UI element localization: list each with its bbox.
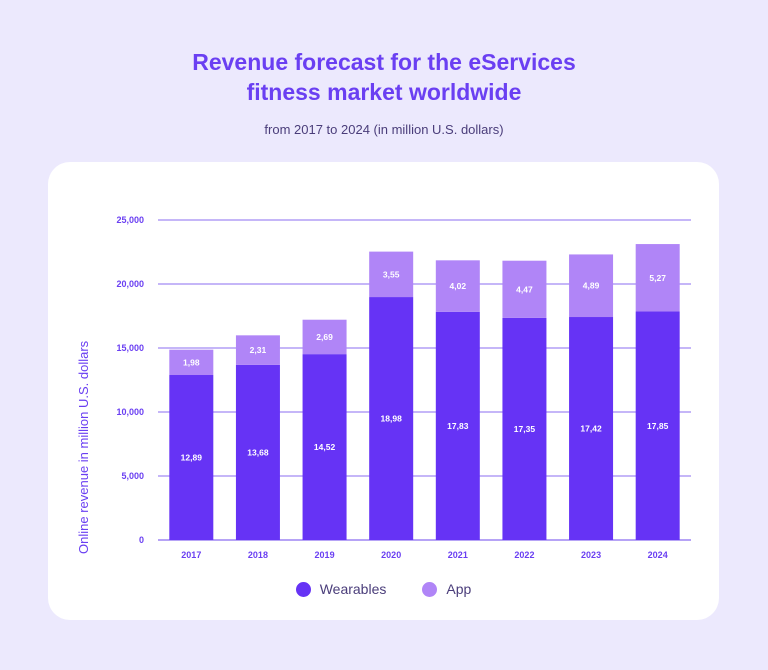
chart-subtitle: from 2017 to 2024 (in million U.S. dolla… <box>264 122 504 137</box>
x-tick-label: 2017 <box>181 550 201 560</box>
data-label-wearables: 13,68 <box>247 447 269 457</box>
data-label-wearables: 17,42 <box>580 424 602 434</box>
bar-app <box>502 260 547 318</box>
x-tick-label: 2019 <box>315 550 335 560</box>
x-tick-label: 2024 <box>648 550 668 560</box>
y-tick-label: 20,000 <box>116 279 144 289</box>
y-tick-label: 15,000 <box>116 343 144 353</box>
bar-wearables <box>369 297 414 540</box>
bar-wearables <box>235 364 280 540</box>
x-tick-label: 2023 <box>581 550 601 560</box>
chart-title-line-1: Revenue forecast for the eServices <box>192 49 576 75</box>
x-tick-label: 2022 <box>514 550 534 560</box>
data-label-app: 5,27 <box>649 273 666 283</box>
bar-app <box>302 319 347 355</box>
y-tick-label: 10,000 <box>116 407 144 417</box>
legend: Wearables App <box>48 581 719 597</box>
legend-label-wearables: Wearables <box>319 581 387 597</box>
x-tick-label: 2020 <box>381 550 401 560</box>
data-label-wearables: 12,89 <box>181 453 203 463</box>
bar-app <box>635 244 680 312</box>
bar-chart: 0 5,000 10,000 15,000 20,000 25,000 12,89 1,98 2… <box>116 215 691 560</box>
bar-app <box>169 349 214 376</box>
legend-label-app: App <box>446 581 472 597</box>
bar-app <box>369 251 414 298</box>
bar-wearables <box>502 317 547 540</box>
bar-app <box>235 335 280 365</box>
data-label-wearables: 14,52 <box>314 442 336 452</box>
y-axis-label: Online revenue in million U.S. dollars <box>76 340 91 554</box>
chart-title-line-2: fitness market worldwide <box>246 79 522 105</box>
chart-title: Revenue forecast for the eServices fitne… <box>0 47 768 107</box>
data-label-app: 4,89 <box>583 281 600 291</box>
bar-wearables <box>302 354 347 540</box>
legend-swatch-wearables <box>295 581 311 597</box>
legend-swatch-app <box>422 581 438 597</box>
data-label-app: 1,98 <box>183 357 200 367</box>
bar-wearables <box>569 317 614 540</box>
legend-item-wearables: Wearables <box>295 581 387 597</box>
x-tick-label: 2018 <box>248 550 268 560</box>
y-tick-label: 5,000 <box>121 471 144 481</box>
legend-item-app: App <box>422 581 471 597</box>
bar-wearables <box>635 311 680 540</box>
y-tick-label: 25,000 <box>116 215 144 225</box>
data-label-wearables: 17,83 <box>447 421 469 431</box>
data-label-app: 2,31 <box>250 345 267 355</box>
bar-wearables <box>169 375 214 540</box>
chart-card: 0 5,000 10,000 15,000 20,000 25,000 12,89 1,98 2… <box>48 162 719 620</box>
data-label-app: 2,69 <box>316 332 333 342</box>
y-tick-label: 0 <box>139 535 144 545</box>
data-label-wearables: 18,98 <box>381 414 403 424</box>
bar-app <box>435 260 480 312</box>
data-label-wearables: 17,35 <box>514 424 536 434</box>
data-label-app: 4,47 <box>516 284 533 294</box>
x-tick-label: 2021 <box>448 550 468 560</box>
bar-wearables <box>435 311 480 540</box>
bar-app <box>569 254 614 318</box>
data-label-wearables: 17,85 <box>647 421 669 431</box>
data-label-app: 4,02 <box>450 281 467 291</box>
data-label-app: 3,55 <box>383 269 400 279</box>
